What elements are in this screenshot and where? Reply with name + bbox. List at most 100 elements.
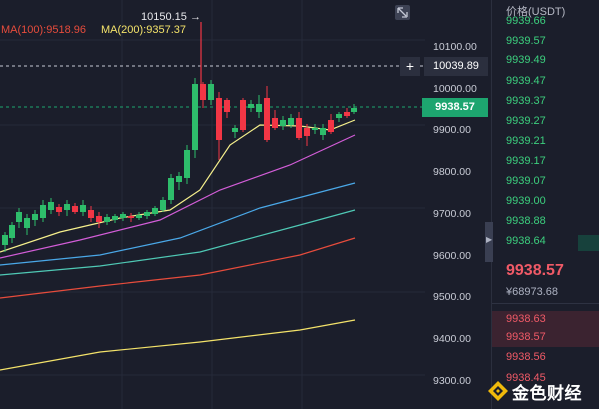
candle-body-down <box>344 112 350 116</box>
panel-divider <box>491 0 492 409</box>
price-axis-tick: 9500.00 <box>433 291 471 303</box>
candle-body-up <box>64 204 70 210</box>
candle-body-down <box>240 100 246 130</box>
candle-body-up <box>9 225 15 238</box>
bid-price[interactable]: 9938.63 <box>506 313 546 325</box>
fullscreen-button[interactable] <box>395 5 410 20</box>
ask-price[interactable]: 9939.00 <box>506 195 546 207</box>
candle-body-down <box>216 98 222 140</box>
expand-icon <box>397 7 408 18</box>
candle-body-up <box>184 150 190 178</box>
candle-body-up <box>288 118 294 125</box>
high-price-marker: 10150.15 → <box>141 11 201 23</box>
candle-body-up <box>24 218 30 228</box>
price-axis-tick: 9400.00 <box>433 333 471 345</box>
moving-average-line <box>0 182 356 266</box>
ask-depth-bar <box>578 235 599 251</box>
candle-body-up <box>280 120 286 126</box>
candle-body-down <box>304 128 310 136</box>
moving-average-line <box>0 237 356 299</box>
candle-body-up <box>48 202 54 210</box>
candle-body-up <box>112 216 118 220</box>
moving-average-line <box>0 134 356 259</box>
price-axis-tick: 10000.00 <box>433 83 477 95</box>
ask-price[interactable]: 9939.49 <box>506 54 546 66</box>
chevron-right-icon: ▶ <box>486 235 493 244</box>
orderbook-last-price: 9938.57 <box>506 262 564 279</box>
jinse-logo-mark-icon <box>488 381 508 401</box>
moving-average-line <box>0 319 356 371</box>
ask-price[interactable]: 9939.47 <box>506 75 546 87</box>
ask-price[interactable]: 9939.27 <box>506 115 546 127</box>
candle-body-up <box>312 128 318 130</box>
ask-price[interactable]: 9938.64 <box>506 235 546 247</box>
high-price-value: 10150.15 <box>141 11 187 23</box>
price-axis-tick: 9800.00 <box>433 166 471 178</box>
candle-body-up <box>32 214 38 220</box>
candle-body-down <box>88 210 94 218</box>
add-order-plus-button[interactable]: + <box>400 57 420 76</box>
bid-price[interactable]: 9938.45 <box>506 372 546 384</box>
bid-depth-bar <box>492 311 599 329</box>
candle-body-up <box>16 212 22 222</box>
orderbook-price-header: 价格(USDT) <box>506 6 566 18</box>
ma200-label: MA(200):9357.37 <box>101 24 186 36</box>
ask-price[interactable]: 9939.57 <box>506 35 546 47</box>
candle-body-down <box>328 120 334 132</box>
candle-body-up <box>208 84 214 100</box>
candle-body-up <box>152 208 158 214</box>
candle-body-up <box>80 205 86 212</box>
ask-price[interactable]: 9938.88 <box>506 215 546 227</box>
last-price-tag: 9938.57 <box>422 98 488 117</box>
candle-body-up <box>136 215 142 218</box>
ask-price[interactable]: 9939.37 <box>506 95 546 107</box>
candle-body-up <box>144 212 150 216</box>
price-axis-tick: 9600.00 <box>433 250 471 262</box>
candle-body-up <box>168 178 174 200</box>
candle-body-down <box>72 206 78 212</box>
candle-body-up <box>351 108 357 112</box>
candle-body-up <box>40 205 46 218</box>
moving-average-line <box>0 209 356 276</box>
jinse-logo: 金色财经 <box>487 378 582 404</box>
price-axis-tick: 9700.00 <box>433 208 471 220</box>
candle-body-down <box>224 100 230 112</box>
candle-body-down <box>200 84 206 100</box>
candle-body-up <box>160 200 166 210</box>
price-axis-tick: 9300.00 <box>433 375 471 387</box>
crosshair-price-label: 10039.89 <box>424 57 488 76</box>
candle-body-up <box>176 176 182 182</box>
candle-body-up <box>232 128 238 132</box>
ask-price[interactable]: 9939.07 <box>506 175 546 187</box>
orderbook-last-price-cny: ¥68973.68 <box>506 286 558 298</box>
ask-price[interactable]: 9939.21 <box>506 135 546 147</box>
candle-body-down <box>272 118 278 128</box>
orderbook-separator <box>492 303 599 304</box>
bid-depth-bar <box>492 329 599 347</box>
candle-body-up <box>256 104 262 112</box>
candle-body-up <box>192 84 198 150</box>
ask-price[interactable]: 9939.17 <box>506 155 546 167</box>
price-axis-tick: 9900.00 <box>433 124 471 136</box>
ma100-label: MA(100):9518.96 <box>1 24 86 36</box>
candle-body-down <box>56 207 62 212</box>
candle-body-up <box>336 114 342 118</box>
candle-body-up <box>120 214 126 218</box>
price-axis-tick: 10100.00 <box>433 41 477 53</box>
bid-price[interactable]: 9938.56 <box>506 351 546 363</box>
collapse-panel-tab[interactable] <box>485 222 493 262</box>
candle-body-up <box>2 235 8 245</box>
candle-body-up <box>104 217 110 222</box>
candle-body-up <box>248 104 254 108</box>
jinse-logo-text: 金色财经 <box>512 383 582 403</box>
candle-body-down <box>96 216 102 222</box>
arrow-right-icon: → <box>189 11 201 23</box>
candle-body-down <box>128 216 134 218</box>
candle-body-up <box>320 128 326 135</box>
candle-body-down <box>296 118 302 138</box>
ask-price[interactable]: 9939.66 <box>506 15 546 27</box>
candle-body-down <box>264 98 270 140</box>
bid-price[interactable]: 9938.57 <box>506 331 546 343</box>
